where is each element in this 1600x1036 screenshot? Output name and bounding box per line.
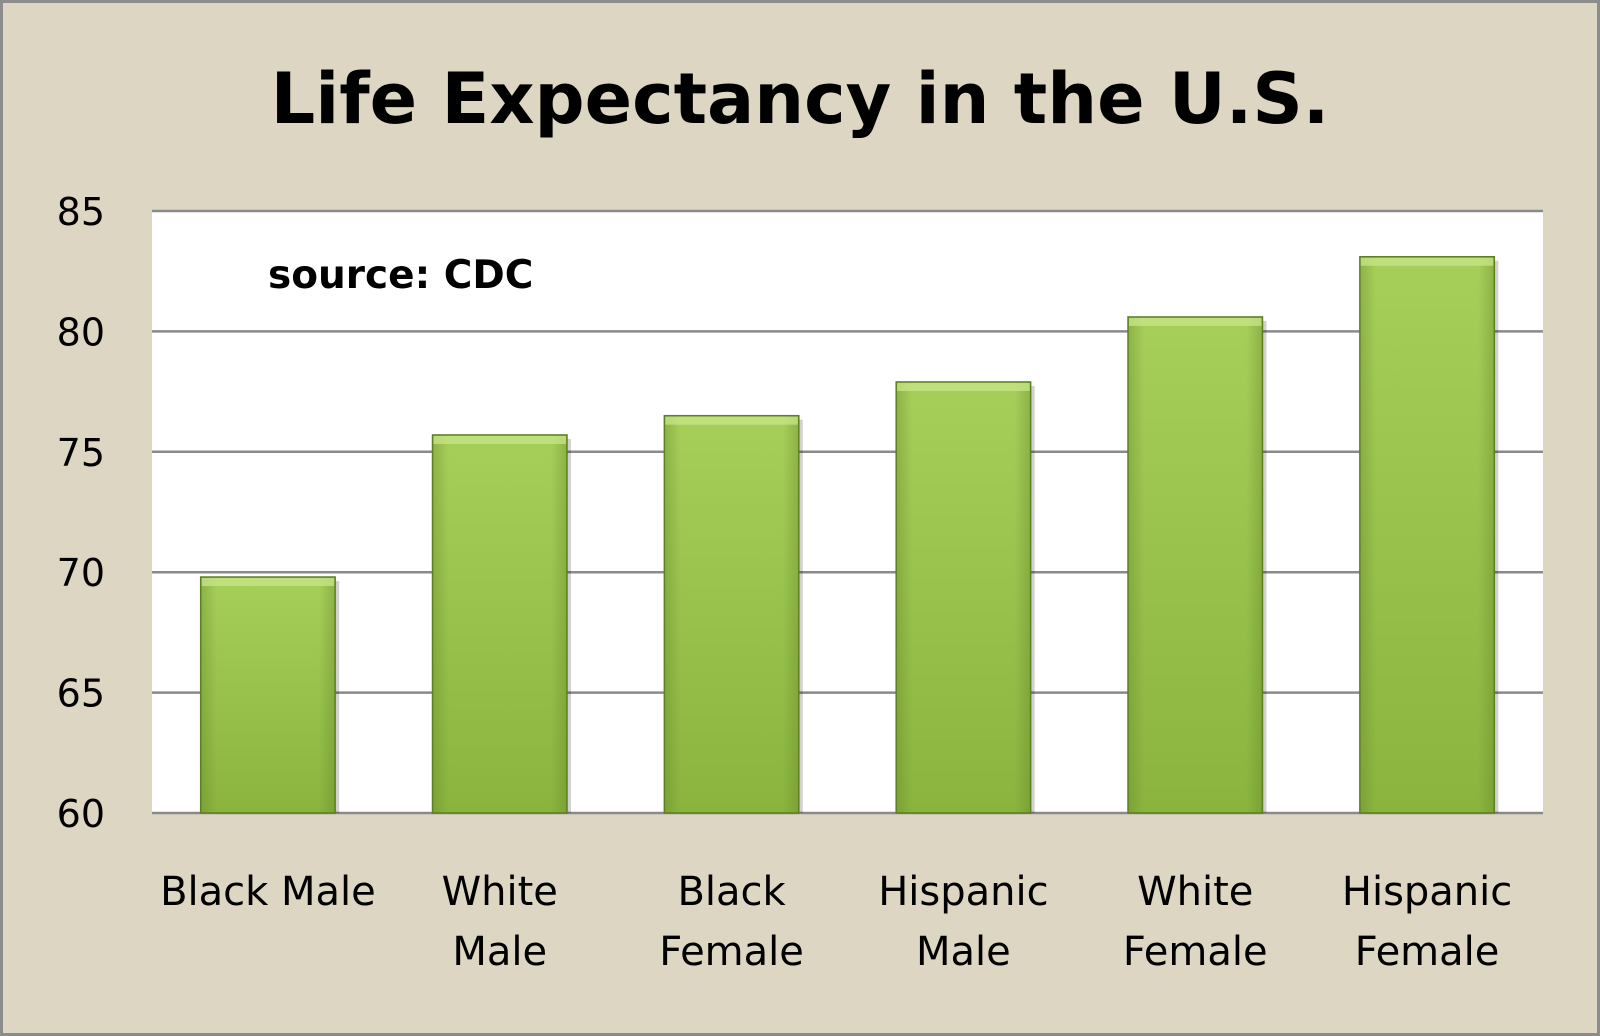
- bar-bevel: [896, 381, 1031, 813]
- bar-6: [1359, 256, 1499, 814]
- bar-2: [431, 434, 571, 814]
- x-tick-label-5: White Female: [1123, 869, 1268, 975]
- y-tick-label-75: 75: [57, 431, 105, 475]
- x-tick-label-2: White Male: [442, 869, 558, 975]
- y-tick-label-65: 65: [57, 672, 105, 716]
- x-tick-label-3: Black Female: [659, 869, 804, 975]
- y-tick-label-60: 60: [57, 792, 105, 836]
- x-axis-labels: Black Male White Male Black Female Hispanic Ma…: [160, 869, 1512, 975]
- bar-highlight: [433, 435, 566, 444]
- bar-bevel: [432, 434, 567, 813]
- bar-bevel: [1128, 316, 1263, 813]
- bar-3: [663, 414, 803, 814]
- source-annotation: source: CDC: [268, 253, 533, 298]
- x-tick-label-6: Hispanic Female: [1342, 869, 1512, 975]
- bar-5: [1127, 316, 1267, 814]
- bar-highlight: [1360, 257, 1494, 266]
- bar-bevel: [200, 577, 336, 813]
- bars: [199, 256, 1499, 814]
- bar-1: [199, 576, 340, 814]
- plot-area: [152, 211, 1543, 813]
- y-tick-label-70: 70: [57, 551, 105, 595]
- x-tick-label-1: Black Male: [160, 869, 376, 915]
- bar-bevel: [1359, 256, 1495, 813]
- y-axis-ticks: 60 65 70 75 80 85: [57, 190, 105, 836]
- y-tick-label-85: 85: [57, 190, 105, 234]
- chart-title: Life Expectancy in the U.S.: [271, 58, 1330, 140]
- bar-highlight: [1129, 317, 1262, 326]
- y-tick-label-80: 80: [57, 310, 105, 354]
- bar-bevel: [664, 415, 799, 813]
- bar-4: [895, 381, 1035, 814]
- bar-highlight: [897, 382, 1030, 391]
- bar-highlight: [201, 578, 335, 587]
- bar-highlight: [665, 416, 798, 425]
- gridlines: [152, 209, 1543, 815]
- x-tick-label-4: Hispanic Male: [878, 869, 1048, 975]
